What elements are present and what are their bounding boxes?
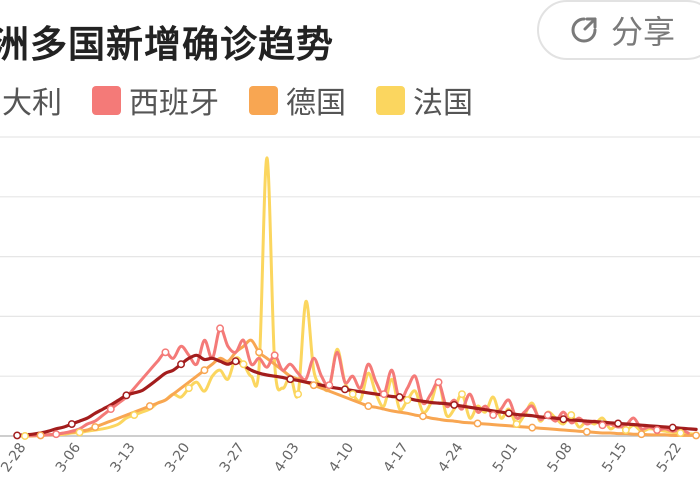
legend-label-spain: 西班牙 <box>129 86 219 121</box>
data-point <box>106 405 115 414</box>
x-tick-label: 5-15 <box>599 440 630 475</box>
data-point <box>36 431 45 440</box>
data-point <box>419 412 427 421</box>
legend-swatch-france <box>376 85 405 115</box>
legend-item-germany[interactable]: 德国 <box>249 78 346 122</box>
data-point <box>434 378 443 387</box>
data-point <box>239 360 248 369</box>
x-tick-label: 3-13 <box>107 440 138 475</box>
data-point <box>348 390 357 399</box>
data-point <box>403 396 412 405</box>
data-point <box>621 426 630 434</box>
share-button[interactable]: 分享 <box>537 0 700 60</box>
data-point <box>473 419 482 428</box>
data-point <box>122 391 131 400</box>
data-point <box>668 423 677 432</box>
series-line-italy <box>15 353 698 437</box>
legend-label-france: 法国 <box>413 86 473 121</box>
data-point <box>489 411 498 420</box>
legend-item-italy[interactable]: 意大利 <box>0 78 62 122</box>
data-point <box>161 348 170 357</box>
legend-label-italy: 意大利 <box>0 86 62 121</box>
x-tick-label: 3-06 <box>53 440 84 475</box>
x-tick-label: 3-27 <box>217 440 248 475</box>
data-point <box>309 381 318 390</box>
data-point <box>395 393 404 402</box>
legend-swatch-germany <box>249 85 278 115</box>
data-point <box>130 411 139 420</box>
data-point <box>21 432 29 440</box>
data-point <box>567 411 576 420</box>
data-point <box>67 420 76 428</box>
legend-item-france[interactable]: 法国 <box>376 78 473 122</box>
data-point <box>231 357 240 366</box>
data-point <box>379 390 388 399</box>
data-point <box>512 420 521 428</box>
x-tick-label: 5-22 <box>654 440 685 475</box>
data-point <box>504 409 513 418</box>
data-point <box>637 430 646 439</box>
data-point <box>255 348 264 357</box>
data-point <box>598 421 607 430</box>
data-point <box>177 360 185 369</box>
data-point <box>582 427 591 436</box>
data-point <box>653 426 662 434</box>
x-tick-label: 4-03 <box>271 440 302 475</box>
data-point <box>184 384 193 393</box>
data-point <box>75 428 84 437</box>
legend-label-germany: 德国 <box>286 86 346 121</box>
data-point <box>559 415 568 424</box>
data-point <box>340 385 349 394</box>
x-tick-label: 5-01 <box>490 440 521 475</box>
data-point <box>325 381 334 390</box>
data-point <box>91 423 100 431</box>
data-point <box>52 430 61 439</box>
data-point <box>13 431 22 440</box>
share-label: 分享 <box>611 13 676 51</box>
data-point <box>294 390 303 399</box>
x-tick-label: 4-24 <box>435 440 466 475</box>
share-icon <box>567 13 601 47</box>
legend-swatch-spain <box>92 85 121 115</box>
chart-title: 洲多国新增确诊趋势 <box>0 23 334 66</box>
series-line-germany <box>15 338 698 438</box>
legend-item-spain[interactable]: 西班牙 <box>92 78 219 122</box>
x-tick-label: 3-20 <box>162 440 193 475</box>
data-point <box>543 411 552 420</box>
data-point <box>676 429 685 437</box>
x-tick-label: 5-08 <box>544 440 575 475</box>
data-point <box>216 324 225 333</box>
data-point <box>450 400 459 409</box>
data-point <box>692 431 700 440</box>
data-point <box>614 419 623 428</box>
data-point <box>458 390 466 399</box>
data-point <box>528 423 537 432</box>
data-point <box>270 351 279 360</box>
data-point <box>286 375 295 384</box>
data-point <box>200 366 209 375</box>
x-tick-label: 4-10 <box>326 440 357 475</box>
data-point <box>145 402 154 411</box>
x-tick-label: 4-17 <box>381 440 412 475</box>
x-tick-label: 2-28 <box>0 440 30 475</box>
chart-legend: 意大利 西班牙 德国 法国 <box>0 78 503 122</box>
data-point <box>364 402 373 411</box>
